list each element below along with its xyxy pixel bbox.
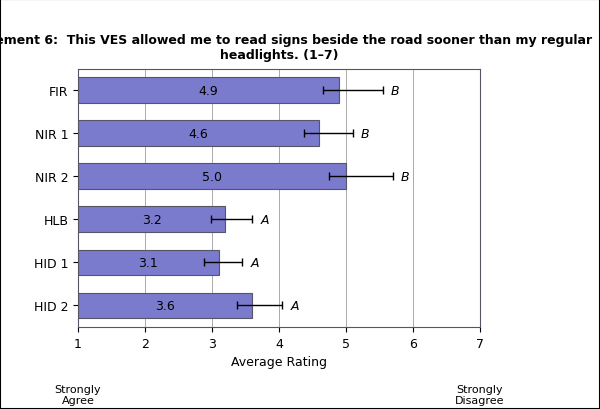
Text: A: A xyxy=(290,299,299,312)
Text: 3.6: 3.6 xyxy=(155,299,175,312)
Text: B: B xyxy=(361,128,370,140)
Text: B: B xyxy=(391,85,400,97)
Bar xyxy=(11,207,226,233)
Text: 4.6: 4.6 xyxy=(189,128,208,140)
Bar xyxy=(11,250,219,276)
Text: 5.0: 5.0 xyxy=(202,171,222,183)
Text: 3.2: 3.2 xyxy=(142,213,161,226)
Text: Strongly
Agree: Strongly Agree xyxy=(55,384,101,405)
Text: Strongly
Disagree: Strongly Disagree xyxy=(455,384,505,405)
Text: B: B xyxy=(401,171,410,183)
Bar xyxy=(11,78,340,104)
Text: A: A xyxy=(250,256,259,269)
Bar xyxy=(11,121,319,147)
Text: 3.1: 3.1 xyxy=(139,256,158,269)
Text: A: A xyxy=(260,213,269,226)
Title: Statement 6:  This VES allowed me to read signs beside the road sooner than my r: Statement 6: This VES allowed me to read… xyxy=(0,34,592,61)
Text: 4.9: 4.9 xyxy=(199,85,218,97)
X-axis label: Average Rating: Average Rating xyxy=(231,355,327,369)
Bar xyxy=(11,293,252,319)
Bar xyxy=(11,164,346,190)
